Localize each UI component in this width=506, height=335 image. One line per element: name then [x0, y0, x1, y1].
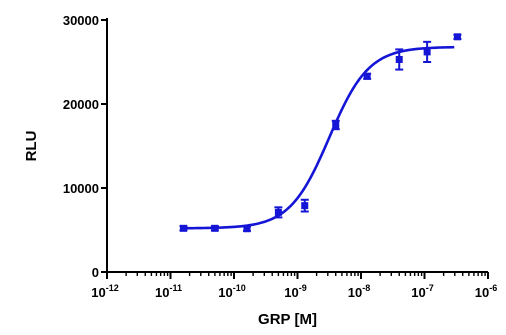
- point-marker: [211, 224, 219, 232]
- data-point: [453, 33, 462, 41]
- data-point: [363, 72, 372, 80]
- x-tick-label: 10-6: [475, 283, 497, 300]
- point-marker: [179, 224, 187, 232]
- y-tick-label: 0: [92, 265, 99, 280]
- data-point: [300, 198, 309, 213]
- data-point: [179, 224, 188, 232]
- point-marker: [453, 33, 461, 41]
- x-tick-label: 10-8: [348, 283, 370, 300]
- point-marker: [243, 225, 251, 233]
- point-marker: [423, 48, 431, 56]
- fit-curve: [183, 45, 455, 230]
- x-tick-label: 10-9: [284, 283, 306, 300]
- data-point: [274, 206, 283, 219]
- x-tick-label: 10-7: [411, 283, 433, 300]
- x-tick-label: 10-10: [218, 283, 245, 300]
- x-tick-label: 10-11: [155, 283, 182, 300]
- y-tick-label: 20000: [63, 97, 99, 112]
- point-marker: [274, 208, 282, 216]
- x-tick-label: 10-12: [91, 283, 118, 300]
- data-point: [242, 225, 251, 233]
- data-point: [210, 224, 219, 232]
- axes: 0 10000 20000 30000 10-12 10-11 10-10 10-9 10-8 1…: [63, 13, 497, 300]
- y-axis-title: RLU: [23, 131, 40, 162]
- y-tick-label: 30000: [63, 13, 99, 28]
- y-tick-label: 10000: [63, 181, 99, 196]
- data-point: [331, 119, 340, 131]
- point-marker: [332, 121, 340, 129]
- data-point: [395, 48, 404, 71]
- point-marker: [395, 55, 403, 63]
- point-marker: [363, 72, 371, 80]
- x-axis-title: GRP [M]: [258, 311, 317, 328]
- fit-curve-layer: [183, 45, 455, 230]
- data-point: [423, 40, 432, 63]
- point-marker: [301, 202, 309, 210]
- data-points-layer: [179, 33, 462, 233]
